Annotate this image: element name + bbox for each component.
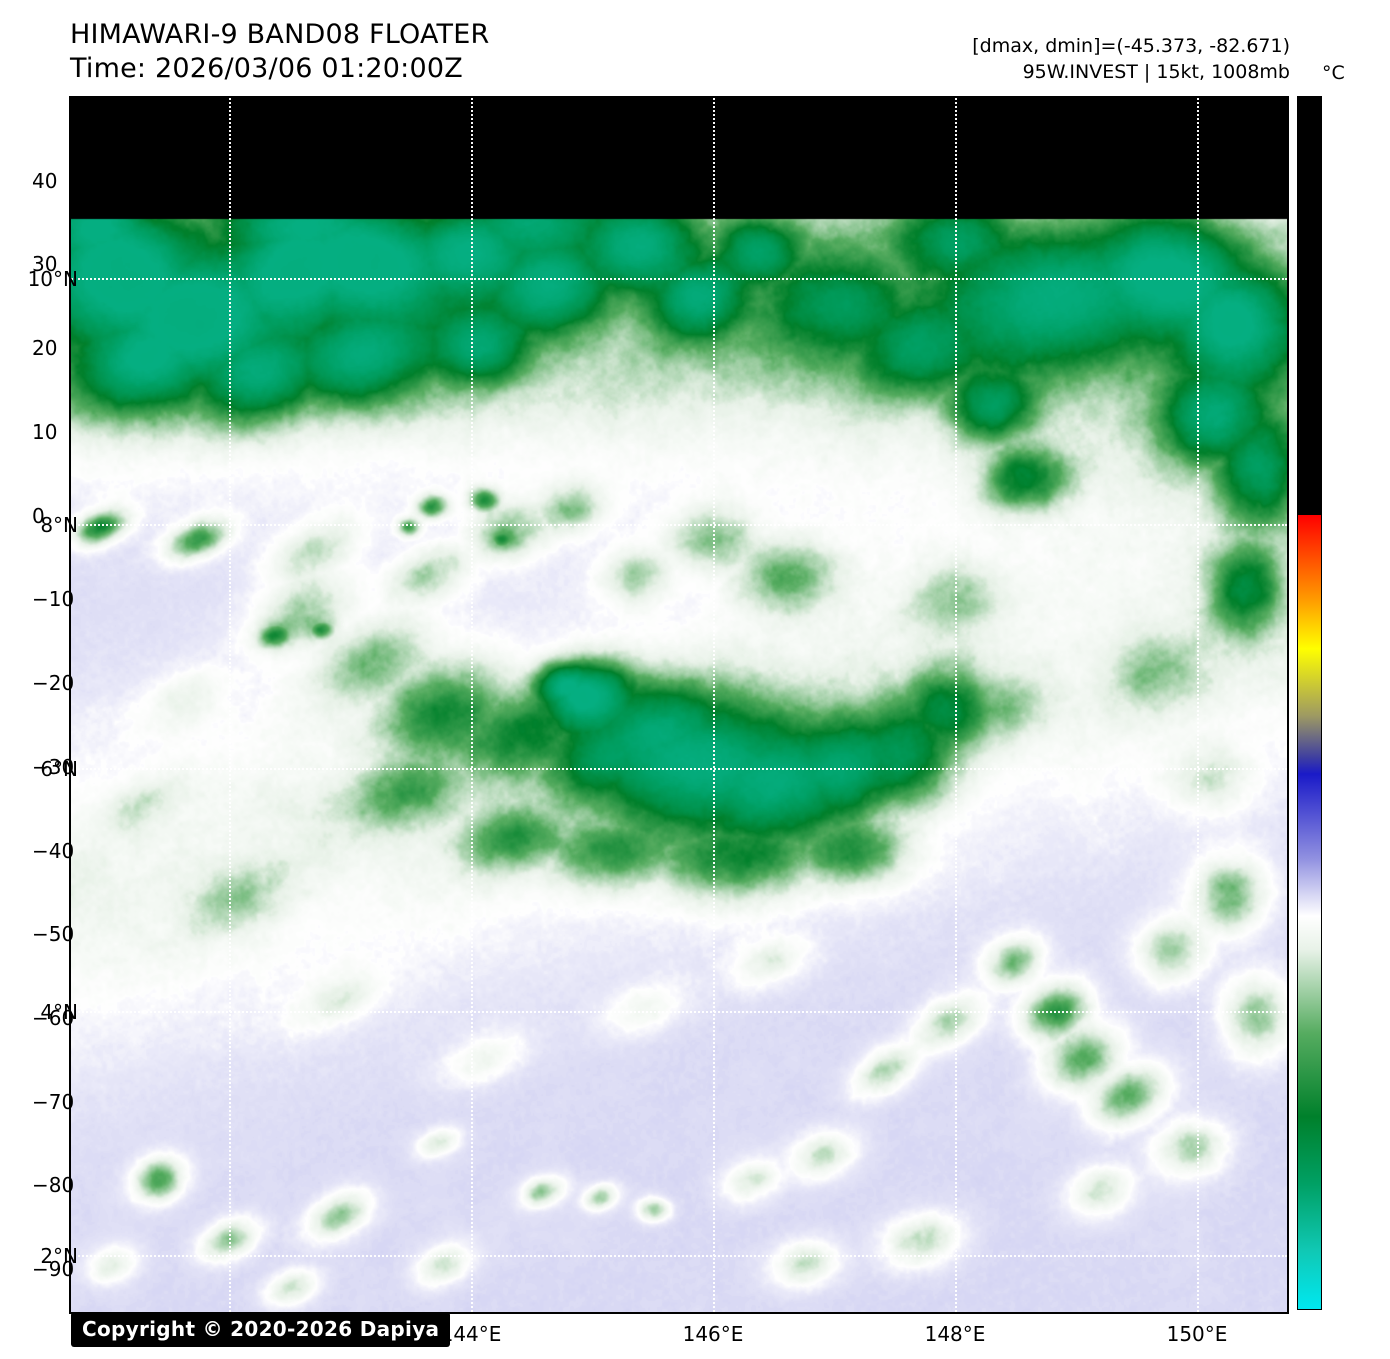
- colorbar-tick--20: −20: [32, 671, 75, 696]
- timestamp-label: Time: 2026/03/06 01:20:00Z: [70, 53, 463, 84]
- storm-info-label: 95W.INVEST | 15kt, 1008mb: [1022, 61, 1290, 83]
- colorbar-tick--80: −80: [32, 1173, 75, 1198]
- header-left-block: HIMAWARI-9 BAND08 FLOATER Time: 2026/03/…: [70, 18, 489, 86]
- page-title: HIMAWARI-9 BAND08 FLOATER: [70, 19, 490, 50]
- header-right-block: [dmax, dmin]=(-45.373, -82.671) 95W.INVE…: [972, 33, 1290, 85]
- lon-tick-label-148: 148°E: [924, 1322, 986, 1346]
- gridline-lat-8: [71, 524, 1287, 526]
- gridline-lon-146: [713, 98, 715, 1312]
- colorbar-tick-40: 40: [32, 168, 58, 193]
- lon-tick-label-144: 144°E: [440, 1322, 502, 1346]
- copyright-badge: Copyright © 2020-2026 Dapiya: [71, 1312, 451, 1347]
- colorbar-tick-10: 10: [32, 419, 58, 444]
- lat-tick-label-6: 6°N: [40, 757, 78, 781]
- gridline-lat-6: [71, 768, 1287, 770]
- gridline-lon-150: [1197, 98, 1199, 1312]
- satellite-image-plot[interactable]: [69, 96, 1289, 1314]
- colorbar-tick--90: −90: [32, 1257, 75, 1282]
- lat-tick-label-10: 10°N: [27, 267, 78, 291]
- colorbar-tick--70: −70: [32, 1089, 75, 1114]
- colorbar-tick--40: −40: [32, 838, 75, 863]
- lon-tick-label-150: 150°E: [1166, 1322, 1228, 1346]
- colorbar-tick-0: 0: [32, 503, 45, 528]
- lat-tick-label-4: 4°N: [40, 1000, 78, 1024]
- gridline-lon-142: [229, 98, 231, 1312]
- colorbar-tick--50: −50: [32, 922, 75, 947]
- gridline-lon-148: [955, 98, 957, 1312]
- lon-tick-label-146: 146°E: [682, 1322, 744, 1346]
- colorbar-tick--30: −30: [32, 754, 75, 779]
- lat-tick-label-8: 8°N: [40, 513, 78, 537]
- colorbar-tick--60: −60: [32, 1005, 75, 1030]
- colorbar-tick-20: 20: [32, 336, 58, 361]
- colorbar-unit-label: °C: [1322, 62, 1345, 84]
- colorbar-gradient: [1297, 96, 1322, 1310]
- colorbar-tick--10: −10: [32, 587, 75, 612]
- gridline-lat-4: [71, 1011, 1287, 1013]
- colorbar-tick-30: 30: [32, 252, 58, 277]
- infrared-cloud-heatmap: [71, 98, 1287, 1312]
- gridline-lon-144: [471, 98, 473, 1312]
- temperature-colorbar: [1297, 96, 1322, 1310]
- dmax-dmin-label: [dmax, dmin]=(-45.373, -82.671): [972, 35, 1290, 57]
- lat-tick-label-2: 2°N: [40, 1244, 78, 1268]
- gridline-lat-10: [71, 278, 1287, 280]
- gridline-lat-2: [71, 1255, 1287, 1257]
